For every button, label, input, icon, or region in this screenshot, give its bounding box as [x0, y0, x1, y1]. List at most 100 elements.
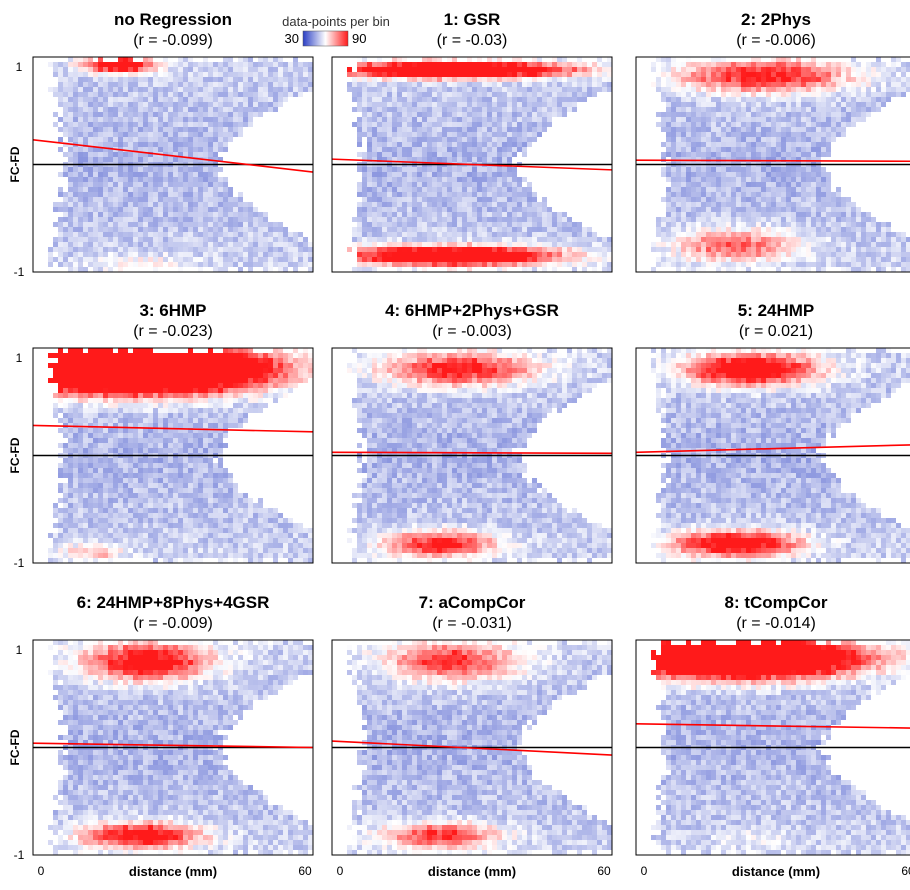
heatmap-cell: [851, 87, 856, 92]
heatmap-cell: [198, 127, 203, 132]
heatmap-cell: [367, 72, 372, 77]
heatmap-cell: [78, 127, 83, 132]
heatmap-cell: [462, 237, 467, 242]
heatmap-cell: [268, 72, 273, 77]
heatmap-cell: [751, 197, 756, 202]
heatmap-cell: [88, 72, 93, 77]
heatmap-cell: [846, 217, 851, 222]
heatmap-cell: [58, 127, 63, 132]
heatmap-cell: [487, 147, 492, 152]
heatmap-cell: [731, 102, 736, 107]
heatmap-cell: [392, 147, 397, 152]
heatmap-cell: [467, 177, 472, 182]
heatmap-cell: [681, 222, 686, 227]
heatmap-cell: [128, 237, 133, 242]
heatmap-cell: [377, 97, 382, 102]
heatmap-cell: [402, 192, 407, 197]
heatmap-cell: [188, 222, 193, 227]
heatmap-cell: [731, 177, 736, 182]
heatmap-cell: [452, 152, 457, 157]
heatmap-cell: [168, 62, 173, 67]
heatmap-cell: [68, 217, 73, 222]
heatmap-cell: [686, 132, 691, 137]
heatmap-cell: [98, 247, 103, 252]
heatmap-cell: [851, 92, 856, 97]
heatmap-cell: [198, 257, 203, 262]
heatmap-cell: [701, 212, 706, 217]
heatmap-cell: [367, 192, 372, 197]
heatmap-cell: [582, 267, 587, 272]
heatmap-cell: [487, 187, 492, 192]
heatmap-cell: [268, 262, 273, 267]
heatmap-cell: [442, 212, 447, 217]
heatmap-cell: [148, 197, 153, 202]
heatmap-cell: [148, 207, 153, 212]
heatmap-cell: [472, 97, 477, 102]
heatmap-cell: [537, 67, 542, 72]
heatmap-cell: [607, 252, 612, 257]
heatmap-cell: [871, 107, 876, 112]
heatmap-cell: [522, 217, 527, 222]
heatmap-cell: [208, 92, 213, 97]
heatmap-cell: [731, 217, 736, 222]
heatmap-cell: [163, 252, 168, 257]
heatmap-cell: [178, 122, 183, 127]
heatmap-cell: [148, 102, 153, 107]
heatmap-cell: [73, 72, 78, 77]
heatmap-cell: [691, 157, 696, 162]
heatmap-cell: [168, 82, 173, 87]
heatmap-cell: [781, 192, 786, 197]
heatmap-cell: [407, 177, 412, 182]
heatmap-cell: [776, 67, 781, 72]
heatmap-cell: [701, 137, 706, 142]
heatmap-cell: [686, 82, 691, 87]
heatmap-cell: [507, 97, 512, 102]
heatmap-cell: [587, 82, 592, 87]
heatmap-cell: [831, 92, 836, 97]
heatmap-cell: [103, 247, 108, 252]
heatmap-cell: [118, 212, 123, 217]
heatmap-cell: [198, 247, 203, 252]
heatmap-cell: [452, 167, 457, 172]
heatmap-cell: [238, 82, 243, 87]
heatmap-cell: [128, 142, 133, 147]
heatmap-cell: [123, 177, 128, 182]
heatmap-cell: [746, 212, 751, 217]
heatmap-cell: [671, 212, 676, 217]
heatmap-cell: [377, 177, 382, 182]
heatmap-cell: [487, 247, 492, 252]
heatmap-cell: [467, 117, 472, 122]
heatmap-cell: [731, 137, 736, 142]
heatmap-cell: [188, 112, 193, 117]
heatmap-cell: [801, 102, 806, 107]
heatmap-cell: [68, 267, 73, 272]
heatmap-cell: [766, 167, 771, 172]
heatmap-cell: [861, 92, 866, 97]
heatmap-cell: [836, 132, 841, 137]
heatmap-cell: [587, 92, 592, 97]
heatmap-cell: [881, 82, 886, 87]
heatmap-cell: [472, 142, 477, 147]
heatmap-cell: [656, 77, 661, 82]
heatmap-cell: [98, 172, 103, 177]
heatmap-cell: [806, 197, 811, 202]
heatmap-cell: [138, 212, 143, 217]
heatmap-cell: [711, 187, 716, 192]
heatmap-cell: [497, 152, 502, 157]
heatmap-cell: [98, 217, 103, 222]
heatmap-cell: [278, 267, 283, 272]
heatmap-cell: [507, 102, 512, 107]
heatmap-cell: [138, 117, 143, 122]
heatmap-cell: [163, 167, 168, 172]
heatmap-cell: [502, 232, 507, 237]
heatmap-cell: [193, 252, 198, 257]
heatmap-cell: [228, 97, 233, 102]
heatmap-cell: [203, 127, 208, 132]
heatmap-cell: [357, 122, 362, 127]
heatmap-cell: [387, 222, 392, 227]
heatmap-cell: [487, 152, 492, 157]
heatmap-cell: [502, 187, 507, 192]
heatmap-cell: [447, 82, 452, 87]
heatmap-cell: [153, 117, 158, 122]
heatmap-cell: [507, 242, 512, 247]
